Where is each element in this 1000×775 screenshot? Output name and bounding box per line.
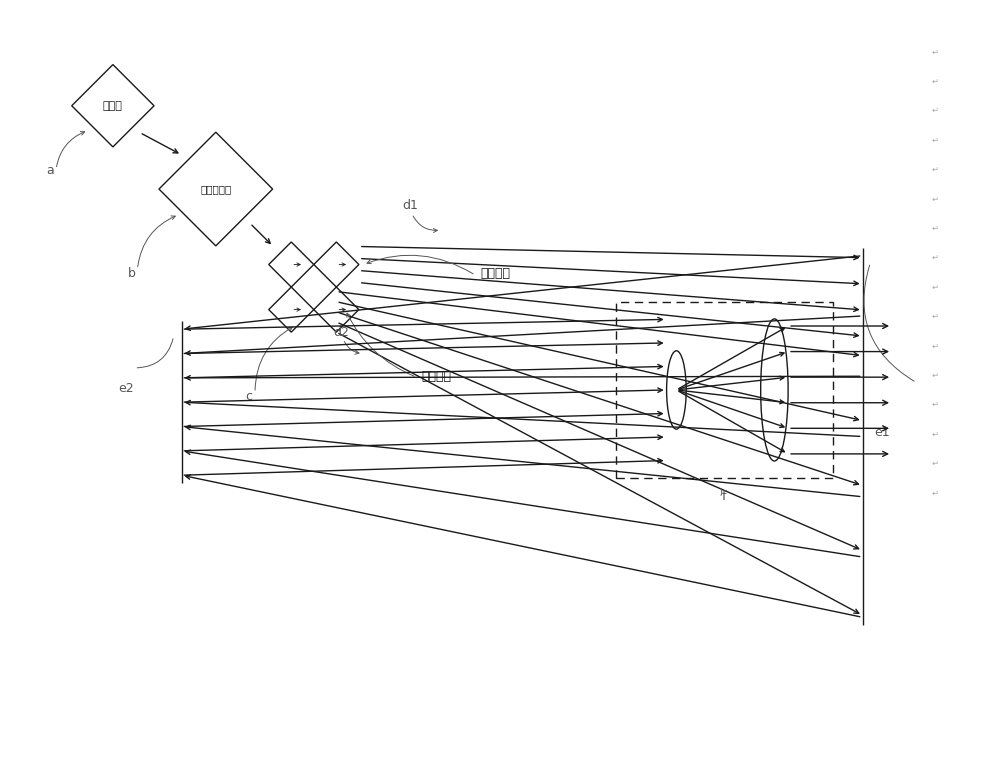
Text: ↵: ↵ [931,370,938,380]
Text: ↵: ↵ [931,224,938,232]
Text: ↵: ↵ [931,400,938,409]
Text: 第一光束: 第一光束 [480,267,510,281]
Text: ↵: ↵ [931,106,938,115]
Text: ↵: ↵ [931,77,938,86]
Text: ↵: ↵ [931,253,938,262]
Text: ↵: ↵ [931,195,938,203]
Text: ↵: ↵ [931,459,938,468]
Text: b: b [128,267,135,281]
Text: f: f [722,490,727,503]
Text: ↵: ↵ [931,488,938,498]
Text: ↵: ↵ [931,341,938,350]
Bar [616,301,833,478]
Text: ↵: ↵ [931,283,938,291]
Text: d1: d1 [402,198,418,212]
Text: ↵: ↵ [931,429,938,439]
Text: ↵: ↵ [931,136,938,145]
Text: ↵: ↵ [931,47,938,57]
Text: ↵: ↵ [931,312,938,321]
Text: 激光器: 激光器 [103,101,123,111]
Text: d2: d2 [333,326,349,339]
Text: 滤波准直器: 滤波准直器 [200,184,231,194]
Text: e1: e1 [874,426,890,439]
Text: e2: e2 [118,382,133,395]
Text: c: c [245,390,252,403]
Text: ↵: ↵ [931,165,938,174]
Text: 第二光束: 第二光束 [422,370,452,383]
Text: a: a [46,164,54,177]
